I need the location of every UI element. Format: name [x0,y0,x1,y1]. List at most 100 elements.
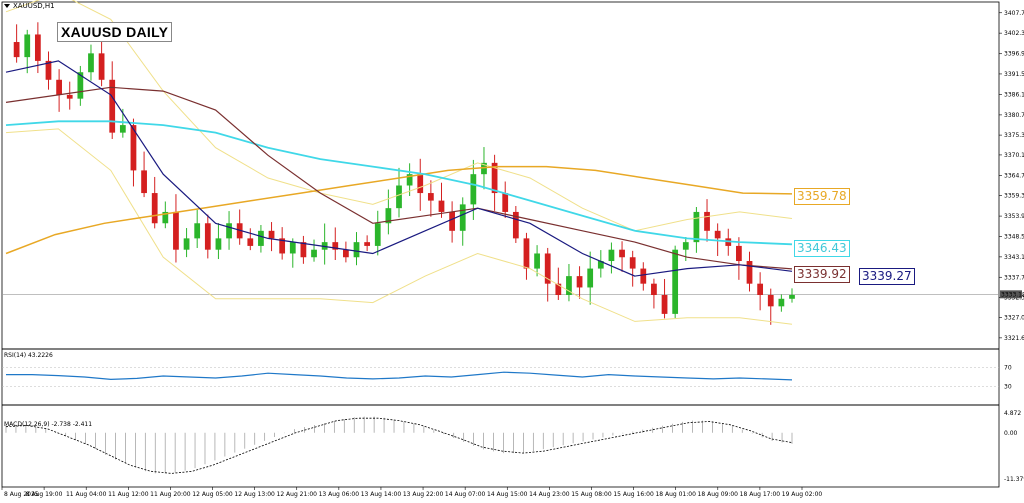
candle-body [268,230,275,239]
macd-tick-label: 4.872 [1004,410,1021,417]
macd-signal-line [5,417,793,474]
candle-body [491,162,498,194]
price-tick-label: 3353.90 [1004,213,1024,220]
candle-body [534,253,540,269]
candle-body [194,223,201,239]
time-tick-label: 15 Aug 16:00 [613,491,654,498]
price-tick-label: 3407.75 [1004,10,1024,17]
candle-body [523,238,530,269]
chart-menu-icon[interactable] [4,4,10,8]
candle-body [162,211,169,224]
price-tick-label: 3327.05 [1004,314,1024,321]
candle-body [141,170,147,194]
candle-body [226,223,232,239]
rsi-line [6,371,793,381]
candle-body [736,245,742,262]
price-tick-label: 3348.50 [1004,233,1024,240]
price-tick-label: 3396.90 [1004,51,1024,58]
time-tick-label: 18 Aug 17:00 [740,491,781,498]
candle-body [374,223,381,246]
time-tick-label: 13 Aug 06:00 [319,491,360,498]
candle-body [364,242,371,246]
current-price-badge [1000,290,1022,299]
candle-body [789,295,795,299]
symbol-text: XAUUSD,H1 [13,2,55,10]
chart-title: XAUUSD DAILY [57,22,173,42]
candle-body [512,211,519,239]
time-tick-label: 13 Aug 14:00 [361,491,402,498]
price-tick-label: 3343.10 [1004,254,1024,261]
candle-body [300,242,307,258]
ma-fast-tag: 3339.27 [859,268,915,285]
time-tick-label: 15 Aug 08:00 [571,491,612,498]
candle-body [204,223,211,250]
candle-body [353,242,360,258]
time-tick-label: 11 Aug 04:00 [66,491,107,498]
candle-body [449,211,455,231]
time-tick-label: 12 Aug 05:00 [192,491,233,498]
ma-mid-line [5,86,793,270]
time-tick-label: 12 Aug 13:00 [234,491,275,498]
candle-body [311,249,317,258]
time-tick-label: 14 Aug 07:00 [445,491,486,498]
candle-body [215,238,222,250]
candle-body [746,261,753,284]
price-tick-label: 3391.55 [1004,71,1024,78]
ma-slow-tag: 3346.43 [794,240,850,257]
ma-long-tag: 3359.78 [794,188,850,205]
candle-body [279,238,286,254]
candle-body [385,208,392,224]
ma-mid-tag: 3339.92 [794,266,850,283]
candle-body [555,283,562,296]
time-tick-label: 12 Aug 21:00 [277,491,318,498]
candle-body [619,249,625,258]
candle-body [130,125,137,171]
time-tick-label: 13 Aug 22:00 [403,491,444,498]
candle-body [66,94,73,99]
candle-body [13,42,20,58]
ma-long-line [5,165,793,255]
macd-histogram-group [5,416,793,474]
candle-body [576,276,583,288]
price-tick-label: 3375.35 [1004,132,1024,139]
time-tick-label: 18 Aug 09:00 [698,491,739,498]
chart-frame [1,1,1000,488]
time-tick-label: 14 Aug 15:00 [487,491,528,498]
candle-body [427,193,434,201]
rsi-level-label: 30 [1004,384,1012,391]
price-tick-label: 3337.70 [1004,274,1024,281]
candles-group [13,22,795,325]
candle-body [502,193,509,212]
candle-body [247,238,254,246]
time-tick-label: 8 Aug 2025 [4,491,39,498]
price-tick-label: 3380.70 [1004,112,1024,119]
candle-body [757,283,764,296]
candle-body [693,211,700,243]
macd-label: MACD(12,26,9) -2.738 -2.411 [4,421,93,428]
candle-body [119,125,126,133]
price-tick-label: 3321.65 [1004,335,1024,342]
candle-body [438,200,445,212]
candle-body [417,174,424,194]
price-tick-label: 3364.70 [1004,172,1024,179]
time-tick-label: 18 Aug 01:00 [655,491,696,498]
candle-body [778,298,785,307]
candle-body [481,162,487,175]
candle-body [682,242,689,250]
candle-body [651,283,657,296]
candle-body [704,211,710,231]
price-tick-label: 3402.35 [1004,30,1024,37]
candle-body [566,276,572,296]
candle-body [88,53,94,73]
price-tick-label: 3370.10 [1004,152,1024,159]
candle-body [459,204,466,231]
candle-body [767,295,774,307]
candle-body [34,34,41,61]
price-tick-label: 3359.30 [1004,193,1024,200]
candle-body [714,230,721,239]
symbol-label: XAUUSD,H1 [4,2,55,10]
candle-body [406,174,413,186]
candle-body [544,253,551,284]
candle-body [24,34,31,58]
